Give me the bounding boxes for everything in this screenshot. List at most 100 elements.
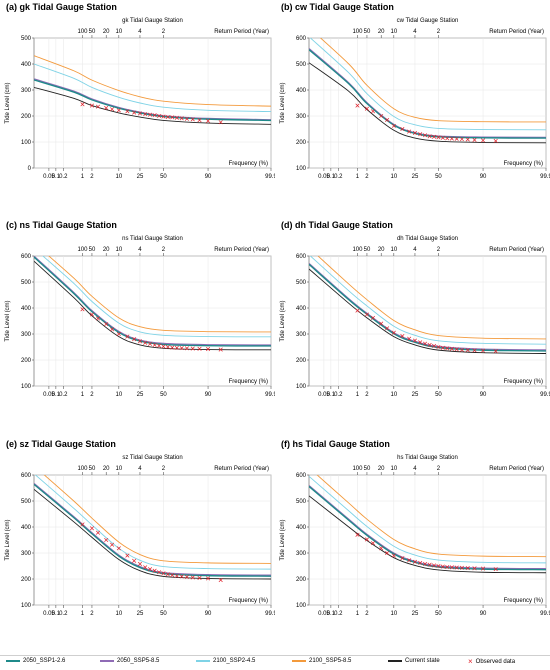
observed-point [440, 135, 445, 140]
observed-point [407, 558, 412, 563]
observed-point [125, 109, 130, 114]
observed-point [132, 110, 137, 115]
panel-title: (c) ns Tidal Gauge Station [6, 220, 117, 230]
y-tick-label: 200 [21, 114, 32, 120]
observed-point [427, 562, 432, 567]
chart-panel-gk: (a) gk Tidal Gauge Station gk Tidal Gaug… [0, 0, 275, 205]
x-tick-label: 1 [81, 611, 85, 617]
x-tick-label: 25 [412, 174, 419, 180]
x-tick-label: 0.1 [52, 611, 61, 617]
x-tick-label: 99.9 [540, 174, 550, 180]
top-tick-label: 2 [437, 29, 441, 35]
observed-point [190, 117, 195, 122]
top-tick-label: 4 [138, 247, 142, 253]
observed-point [465, 348, 470, 353]
x-tick-label: 90 [205, 392, 212, 398]
series-line-ssp585-2100 [43, 475, 271, 564]
top-axis-label: Return Period (Year) [214, 466, 269, 472]
top-tick-label: 20 [103, 29, 110, 35]
observed-point [161, 344, 166, 349]
y-tick-label: 500 [21, 36, 32, 42]
observed-point [449, 136, 454, 141]
observed-point [440, 345, 445, 350]
plot-area [34, 256, 271, 352]
legend-item-ssp585-2100: 2100_SSP5-8.5 [292, 658, 351, 664]
plot-frame [308, 474, 547, 606]
top-tick-label: 20 [378, 466, 385, 472]
observed-point [454, 565, 459, 570]
x-tick-label: 50 [160, 392, 167, 398]
panel-title: (d) dh Tidal Gauge Station [281, 220, 393, 230]
observed-point [161, 114, 166, 119]
observed-point [161, 571, 166, 576]
observed-point [432, 563, 437, 568]
x-tick-label: 2 [365, 611, 369, 617]
observed-point [370, 541, 376, 546]
top-tick-label: 2 [437, 247, 441, 253]
y-tick-label: 100 [21, 603, 32, 609]
x-tick-label: 50 [435, 611, 442, 617]
chart-title: hs Tidal Gauge Station [397, 455, 458, 461]
top-tick-label: 50 [89, 247, 96, 253]
observed-point [472, 137, 477, 142]
top-tick-label: 10 [115, 466, 122, 472]
legend-swatch [100, 660, 114, 662]
top-tick-label: 100 [352, 29, 363, 35]
top-tick-label: 50 [89, 29, 96, 35]
x-tick-label: 0.05 [318, 611, 330, 617]
series-line-ssp245-2100 [34, 475, 271, 570]
top-tick-label: 20 [378, 247, 385, 253]
observed-point [436, 563, 441, 569]
observed-point [174, 573, 179, 578]
observed-point [454, 347, 459, 352]
y-tick-label: 100 [21, 140, 32, 146]
observed-point [206, 118, 211, 123]
x-tick-label: 1 [81, 174, 85, 180]
observed-point [407, 336, 412, 341]
observed-point [174, 345, 179, 350]
observed-point [364, 106, 370, 111]
chart-title: sz Tidal Gauge Station [122, 455, 182, 461]
chart-title: cw Tidal Gauge Station [397, 18, 459, 24]
top-tick-label: 20 [103, 466, 110, 472]
observed-point [422, 133, 428, 138]
top-tick-label: 100 [352, 247, 363, 253]
x-tick-label: 2 [365, 174, 369, 180]
observed-point [218, 577, 223, 583]
y-axis-label: Tide Level (cm) [5, 519, 11, 560]
series-line-ssp245-2100 [309, 475, 546, 564]
x-tick-label: 99.9 [265, 174, 275, 180]
observed-point [355, 308, 360, 313]
series-line-ssp126-2050 [309, 49, 546, 139]
x-tick-label: 90 [480, 392, 487, 398]
observed-point [459, 137, 464, 142]
x-tick-label: 2 [90, 611, 94, 617]
observed-point [493, 138, 498, 144]
plot-area [34, 55, 271, 125]
chart-panel-hs: (f) hs Tidal Gauge Station hs Tidal Gaug… [275, 437, 550, 642]
observed-point [95, 104, 101, 109]
x-tick-label: 0.1 [52, 174, 61, 180]
y-tick-label: 400 [21, 525, 32, 531]
y-tick-label: 0 [28, 166, 32, 172]
top-tick-label: 100 [77, 247, 88, 253]
observed-point [80, 307, 85, 312]
observed-point [184, 574, 189, 579]
chart-title: dh Tidal Gauge Station [397, 236, 458, 242]
x-axis-label: Frequency (%) [229, 379, 268, 385]
observed-point [364, 537, 370, 542]
x-tick-label: 0.1 [52, 392, 61, 398]
observed-point [147, 567, 153, 572]
observed-point [132, 337, 137, 342]
plot-area [309, 475, 546, 574]
observed-point [143, 112, 148, 117]
series-line-ssp585-2100 [34, 55, 271, 107]
y-tick-label: 400 [21, 306, 32, 312]
observed-point [165, 344, 170, 350]
observed-point [104, 322, 109, 327]
y-tick-label: 600 [296, 473, 307, 479]
top-tick-label: 2 [162, 247, 166, 253]
x-tick-label: 1 [356, 174, 360, 180]
x-tick-label: 10 [390, 611, 397, 617]
